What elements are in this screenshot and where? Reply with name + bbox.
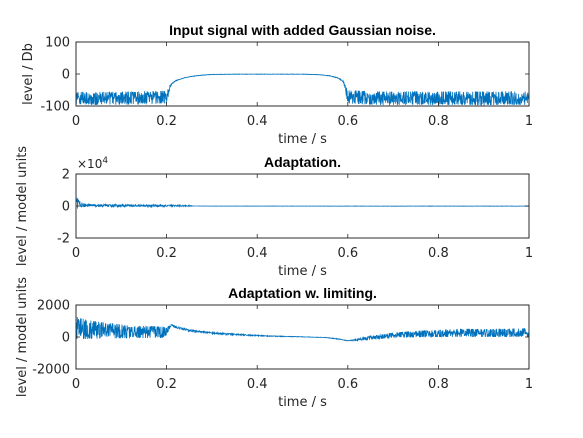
chart-title: Adaptation w. limiting.	[228, 285, 377, 301]
y-tick-label: -2	[57, 232, 70, 247]
x-axis-label: time / s	[278, 132, 327, 147]
chart-title: Adaptation.	[264, 154, 341, 170]
y-tick-label: 0	[62, 200, 70, 215]
x-tick-label: 0	[72, 114, 80, 129]
chart-2: 0 0.2 0.4 0.6 0.8 1-202×104 Adaptation.time / …	[15, 146, 533, 279]
y-axis-label: level / Db	[21, 43, 36, 105]
signal-line	[75, 73, 530, 106]
y-tick-label: 2	[62, 168, 70, 183]
x-tick-label: 0	[72, 246, 80, 261]
y-tick-label: -2000	[32, 363, 70, 378]
x-tick-label: 0.6	[337, 377, 358, 392]
x-tick-label: 0.4	[247, 246, 268, 261]
x-tick-label: 0.2	[156, 114, 177, 129]
signal-line	[75, 192, 530, 209]
x-tick-label: 1	[525, 246, 533, 261]
x-tick-label: 0.8	[428, 114, 449, 129]
y-exponent-power: 4	[102, 156, 108, 166]
x-tick-label: 0.8	[428, 377, 449, 392]
signal-line	[75, 316, 530, 342]
x-axis-label: time / s	[278, 264, 327, 279]
x-tick-label: 0.4	[247, 114, 268, 129]
x-tick-label: 0.6	[337, 114, 358, 129]
x-tick-label: 1	[525, 114, 533, 129]
y-axis-label: level / model units	[15, 277, 30, 397]
y-tick-label: 0	[62, 331, 70, 346]
y-tick-label: 2000	[37, 299, 70, 314]
y-exponent-label: ×104	[77, 156, 108, 171]
x-tick-label: 0.6	[337, 246, 358, 261]
x-tick-label: 0.4	[247, 377, 268, 392]
x-axis-label: time / s	[278, 395, 327, 410]
y-tick-label: 0	[62, 68, 70, 83]
x-tick-label: 0	[72, 377, 80, 392]
x-tick-label: 0.2	[156, 246, 177, 261]
chart-title: Input signal with added Gaussian noise.	[169, 22, 436, 38]
x-tick-label: 1	[525, 377, 533, 392]
x-tick-label: 0.8	[428, 246, 449, 261]
y-tick-label: -100	[40, 100, 70, 115]
y-tick-label: 100	[45, 36, 70, 51]
y-axis-label: level / model units	[15, 146, 30, 266]
x-tick-label: 0.2	[156, 377, 177, 392]
